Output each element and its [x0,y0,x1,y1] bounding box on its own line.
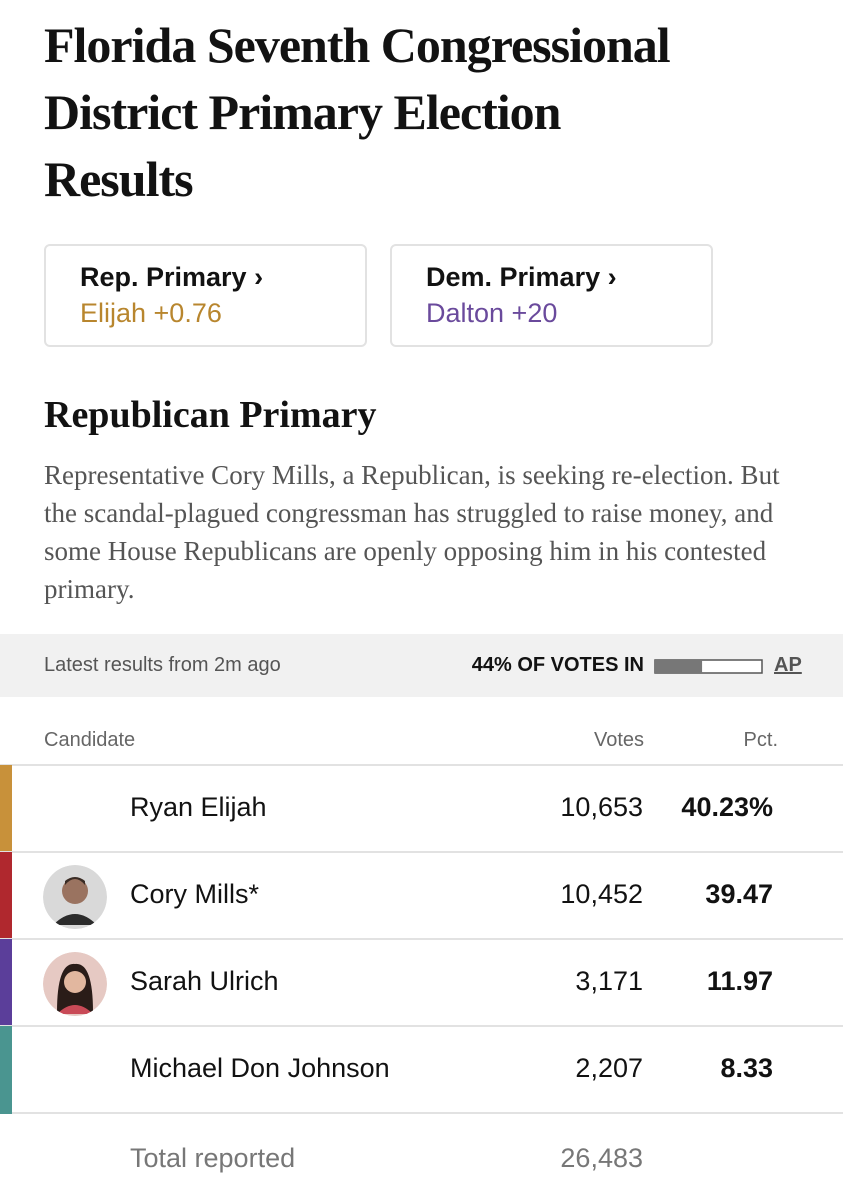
candidate-name: Sarah Ulrich [130,966,279,996]
party-strip [0,852,12,940]
card-label: Dem. Primary › [426,262,617,292]
candidate-row: Cory Mills* 10,452 39.47 [0,851,843,940]
status-bar: Latest results from 2m ago 44% OF VOTES … [0,634,843,697]
section-heading: Republican Primary [44,394,377,436]
candidate-row: Sarah Ulrich 3,171 11.97 [0,938,843,1027]
card-leader: Elijah +0.76 [80,298,222,328]
status-updated: Latest results from 2m ago [44,654,281,676]
section-description: Representative Cory Mills, a Republican,… [44,460,780,604]
candidate-votes: 3,171 [575,966,643,996]
reporting-bar [654,659,763,674]
source-link[interactable]: AP [774,654,802,676]
candidate-pct: 40.23% [681,792,773,822]
summary-card[interactable]: Rep. Primary › Elijah +0.76 [44,244,367,347]
candidate-name: Michael Don Johnson [130,1053,390,1083]
summary-card[interactable]: Dem. Primary › Dalton +20 [390,244,713,347]
page-title: Florida Seventh Congressional District P… [44,17,671,207]
candidate-row: Michael Don Johnson 2,207 8.33 [0,1025,843,1114]
candidate-votes: 10,452 [560,879,643,909]
card-leader: Dalton +20 [426,298,558,328]
candidate-photo [43,865,107,929]
status-reporting: 44% OF VOTES IN [471,654,644,676]
column-header: Candidate [44,729,136,751]
party-strip [0,765,12,853]
card-label: Rep. Primary › [80,262,264,292]
party-strip [0,939,12,1027]
candidate-pct: 11.97 [706,966,773,996]
party-strip [0,1026,12,1114]
candidate-pct: 39.47 [705,879,773,909]
total-label: Total reported [130,1143,296,1173]
column-header: Pct. [743,729,778,751]
candidate-votes: 2,207 [575,1053,643,1083]
reporting-fill [655,660,703,673]
candidate-pct: 8.33 [720,1053,773,1083]
column-header: Votes [593,729,644,751]
candidate-name: Cory Mills* [130,879,260,909]
candidate-row: Ryan Elijah 10,653 40.23% [0,764,843,853]
total-votes: 26,483 [560,1143,643,1173]
candidate-votes: 10,653 [560,792,643,822]
candidate-name: Ryan Elijah [130,792,267,822]
candidate-photo [43,952,107,1016]
